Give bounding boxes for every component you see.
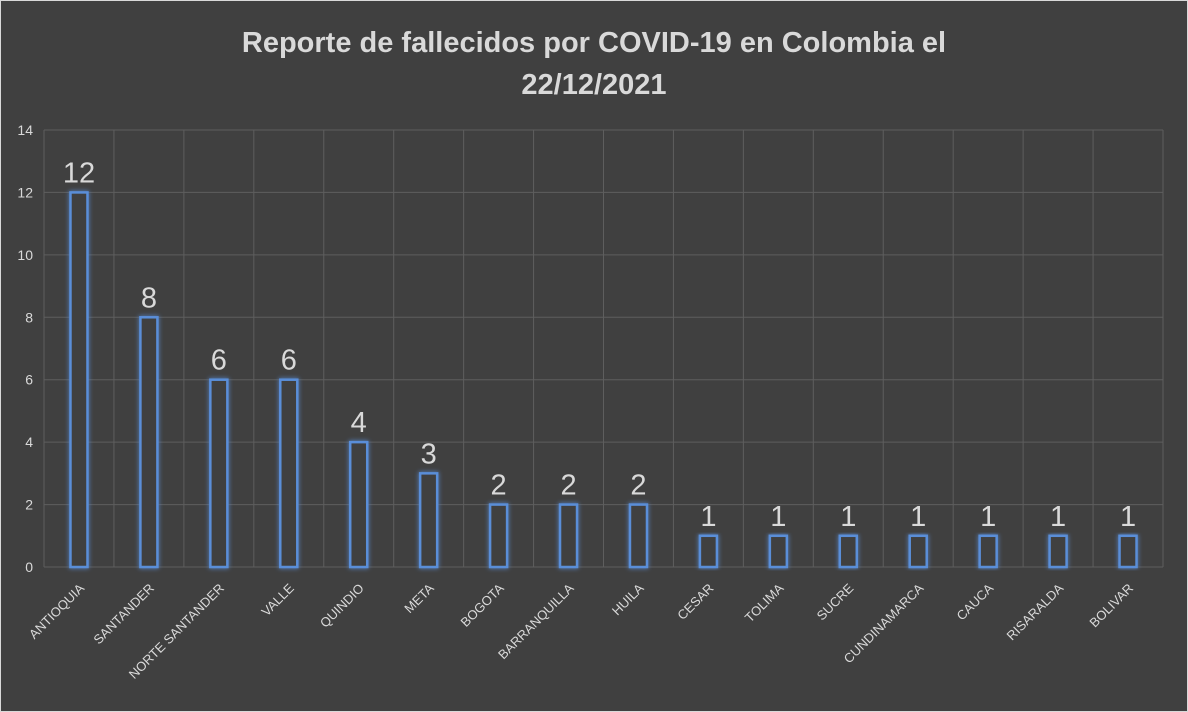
y-tick-label: 2 <box>25 497 33 513</box>
y-tick-label: 14 <box>17 122 33 138</box>
bar-antioquia <box>69 191 89 569</box>
x-tick-label: META <box>401 580 437 616</box>
chart-title-line1: Reporte de fallecidos por COVID-19 en Co… <box>241 27 947 59</box>
bar-quindio <box>348 440 369 569</box>
y-tick-label: 4 <box>25 434 33 450</box>
bar-cundinamarca <box>908 534 928 569</box>
bar-tolima <box>768 534 789 569</box>
x-tick-label: VALLE <box>258 580 297 619</box>
data-label: 2 <box>560 470 576 502</box>
bar-meta <box>418 472 439 569</box>
data-label: 12 <box>63 157 95 189</box>
y-tick-label: 6 <box>25 372 33 388</box>
y-tick-label: 8 <box>25 309 33 325</box>
x-tick-label: BOGOTA <box>457 580 506 629</box>
bar-valle <box>279 378 299 569</box>
bar-risaralda <box>1048 534 1068 569</box>
gridlines <box>43 129 1164 568</box>
x-tick-label: CAUCA <box>953 580 996 623</box>
data-label: 2 <box>630 470 646 502</box>
data-label: 3 <box>421 438 437 470</box>
data-label: 1 <box>980 501 996 533</box>
bar-norte-santander <box>209 378 229 569</box>
x-tick-label: BOLIVAR <box>1086 581 1136 631</box>
bar-barranquilla <box>558 503 579 569</box>
bar-cauca <box>978 534 998 569</box>
chart-title: Reporte de fallecidos por COVID-19 en Co… <box>0 22 1188 106</box>
x-tick-label: TOLIMA <box>742 580 787 625</box>
data-label: 6 <box>281 345 297 377</box>
bar-bogota <box>488 503 509 569</box>
chart-title-line2: 22/12/2021 <box>521 69 667 101</box>
data-label: 1 <box>840 501 856 533</box>
data-label: 1 <box>770 501 786 533</box>
x-tick-label: ANTIOQUIA <box>26 580 87 641</box>
data-label: 1 <box>1120 501 1136 533</box>
bar-huila <box>628 503 649 569</box>
y-axis-ticks: 0 2 4 6 8 10 12 14 <box>17 122 33 575</box>
bar-cesar <box>698 534 719 569</box>
x-tick-label: QUINDIO <box>317 581 367 631</box>
x-tick-label: SUCRE <box>814 580 857 623</box>
data-label: 6 <box>211 345 227 377</box>
data-label: 1 <box>1050 501 1066 533</box>
x-tick-label: SANTANDER <box>90 581 157 648</box>
y-tick-label: 12 <box>17 184 33 200</box>
y-tick-label: 10 <box>17 247 33 263</box>
data-label: 2 <box>491 470 507 502</box>
data-label: 4 <box>351 407 367 439</box>
bar-bolivar <box>1118 534 1138 569</box>
bar-santander <box>139 316 159 569</box>
y-tick-label: 0 <box>25 559 33 575</box>
x-tick-label: HUILA <box>609 580 647 618</box>
data-label: 1 <box>910 501 926 533</box>
x-tick-label: RISARALDA <box>1003 580 1066 643</box>
x-tick-label: CESAR <box>674 581 716 623</box>
data-label: 1 <box>700 501 716 533</box>
bar-sucre <box>838 534 859 569</box>
x-tick-label: BARRANQUILLA <box>495 580 577 662</box>
bars <box>69 191 1138 569</box>
data-label: 8 <box>141 282 157 314</box>
data-labels: 12 8 6 6 4 3 2 2 2 1 1 1 1 1 1 1 <box>63 157 1136 532</box>
